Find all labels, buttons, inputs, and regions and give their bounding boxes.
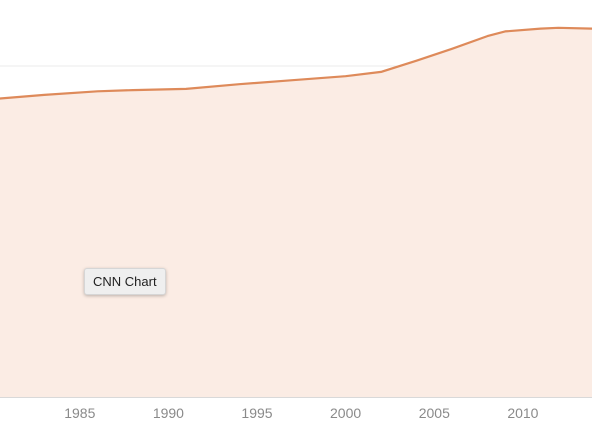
x-tick-label: 2000: [330, 405, 361, 421]
x-tick-label: 1995: [241, 405, 272, 421]
series-layer: [0, 26, 592, 398]
series-area: [0, 27, 592, 398]
x-tick-label: 2005: [419, 405, 450, 421]
x-tick-label: 1990: [153, 405, 184, 421]
x-tick-label: 1985: [64, 405, 95, 421]
x-tick-label: 2010: [507, 405, 538, 421]
chart-tooltip: CNN Chart: [84, 268, 166, 295]
series-line: [0, 26, 592, 100]
x-axis: 1985 1990 1995 2000 2005 2010: [0, 397, 592, 421]
